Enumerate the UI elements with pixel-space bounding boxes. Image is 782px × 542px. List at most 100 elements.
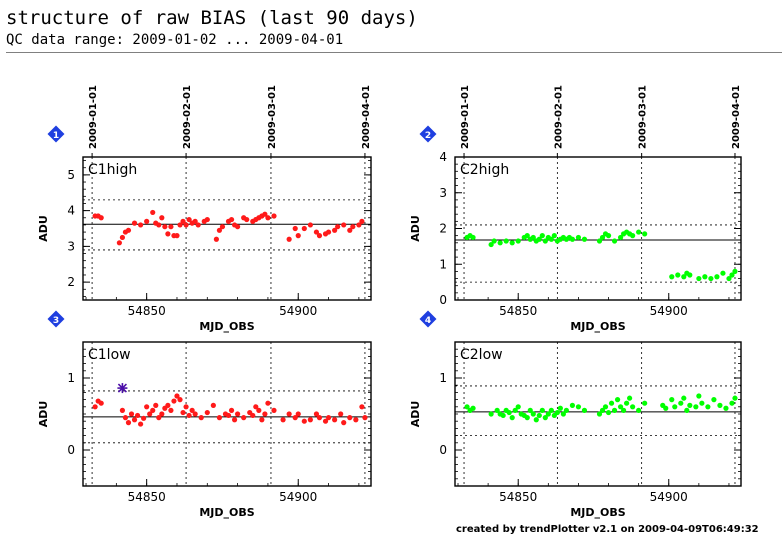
data-point (611, 407, 618, 413)
data-point (332, 417, 338, 423)
data-point (341, 420, 347, 426)
data-point (231, 417, 238, 423)
data-point (213, 236, 219, 242)
data-point (138, 421, 144, 427)
data-point (602, 404, 609, 410)
data-point (125, 420, 132, 426)
data-point (464, 404, 470, 410)
data-point (681, 395, 687, 401)
data-point (723, 405, 729, 411)
data-point (335, 224, 341, 230)
outlier-star-stroke (117, 383, 127, 393)
y-tick-label: 2 (67, 275, 75, 289)
data-point (575, 234, 582, 241)
data-point (512, 407, 518, 413)
data-point (195, 222, 201, 228)
data-point (235, 411, 241, 417)
y-tick-label: 2 (439, 222, 447, 236)
data-point (204, 216, 210, 223)
data-point (681, 274, 687, 280)
chart-panel-4: 0 1 54850 54900 MJD_OBS ADU C2low 4 (409, 310, 742, 519)
data-point (244, 216, 250, 223)
data-point (729, 400, 735, 406)
chart-panel-3: 0 1 54850 54900 MJD_OBS ADU C1low 3 (37, 310, 372, 519)
data-point (362, 415, 368, 421)
data-point (125, 227, 132, 233)
x-axis-label: MJD_OBS (199, 506, 254, 519)
data-point (539, 407, 545, 413)
footer-credit: created by trendPlotter v2.1 on 2009-04-… (456, 524, 759, 535)
data-point (530, 234, 536, 241)
data-point (359, 404, 365, 410)
data-point (347, 227, 353, 233)
data-point (92, 404, 98, 410)
data-point (198, 415, 204, 421)
data-point (134, 412, 141, 419)
data-point (599, 234, 606, 241)
panel-label: C2low (460, 347, 503, 363)
data-point (672, 404, 678, 410)
data-point (581, 407, 588, 413)
data-point (313, 229, 320, 235)
data-point (98, 400, 104, 406)
data-point (159, 215, 165, 221)
data-point (292, 415, 298, 421)
data-point (726, 275, 732, 282)
data-point (515, 404, 521, 410)
panel-label: C2high (460, 162, 509, 178)
x-tick-label: 54900 (650, 304, 688, 318)
data-point (669, 274, 675, 280)
data-point (138, 222, 144, 228)
y-tick-label: 3 (67, 239, 75, 253)
data-point (708, 275, 714, 282)
date-tick-label: 2009-04-01 (361, 85, 372, 149)
data-point (316, 233, 323, 239)
y-axis-label: ADU (37, 401, 50, 428)
data-point (678, 400, 684, 406)
data-point (524, 415, 530, 421)
data-point (186, 216, 192, 223)
date-tick-label: 2009-03-01 (267, 85, 278, 149)
data-point (506, 409, 512, 416)
data-point (575, 404, 582, 410)
data-point (153, 402, 159, 408)
data-point (608, 400, 615, 406)
x-axis-label: MJD_OBS (199, 320, 254, 333)
data-point (256, 407, 262, 413)
data-point (150, 209, 156, 216)
data-point (509, 240, 515, 246)
x-tick-label: 54900 (279, 490, 317, 504)
x-tick-label: 54850 (499, 304, 537, 318)
y-tick-label: 1 (439, 371, 447, 385)
data-point (675, 272, 681, 278)
data-point (687, 272, 693, 278)
data-point (551, 233, 557, 239)
data-point (533, 417, 539, 423)
data-point (491, 238, 497, 244)
data-point (699, 400, 705, 406)
data-point (228, 216, 235, 223)
data-point (611, 238, 618, 244)
date-tick-label: 2009-01-01 (88, 85, 99, 149)
data-point (663, 405, 669, 411)
data-point (286, 411, 292, 417)
data-point (536, 236, 542, 242)
data-point (494, 407, 500, 413)
data-point (180, 409, 186, 416)
data-point (286, 236, 292, 242)
data-point (554, 409, 560, 416)
date-tick-label: 2009-02-01 (182, 85, 193, 149)
data-point (322, 418, 329, 424)
data-point (524, 233, 530, 239)
data-point (307, 417, 313, 423)
data-point (168, 224, 174, 230)
data-point (186, 412, 192, 419)
data-point (156, 415, 162, 421)
data-point (183, 404, 189, 410)
data-point (353, 417, 359, 423)
y-axis-label: ADU (409, 215, 422, 242)
data-point (596, 238, 603, 244)
page-subtitle: QC data range: 2009-01-02 ... 2009-04-01 (6, 32, 344, 48)
data-point (717, 402, 723, 408)
